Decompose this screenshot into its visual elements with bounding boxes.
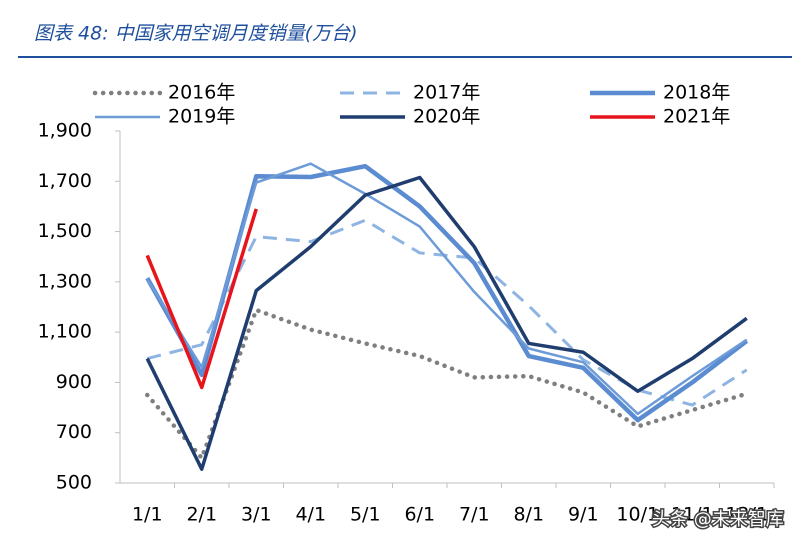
y-tick-label: 900 — [56, 371, 92, 393]
y-tick-label: 1,700 — [38, 170, 92, 192]
y-tick-label: 700 — [56, 421, 92, 443]
legend-label: 2017年 — [413, 82, 480, 104]
x-tick-label: 4/1 — [295, 504, 326, 526]
series-line — [145, 208, 258, 390]
x-tick-label: 3/1 — [241, 504, 272, 526]
watermark: 头条 @未来智库 — [652, 509, 784, 530]
legend-label: 2018年 — [663, 82, 730, 104]
series-line — [145, 163, 749, 423]
series-line — [145, 175, 748, 471]
x-tick-label: 11/1 — [671, 504, 714, 526]
x-tick-label: 5/1 — [350, 504, 381, 526]
series-line — [145, 307, 749, 461]
y-tick-label: 1,100 — [38, 321, 92, 343]
x-tick-label: 10/1 — [616, 504, 659, 526]
x-tick-label: 2/1 — [186, 504, 217, 526]
x-tick-label: 8/1 — [513, 504, 544, 526]
chart-title: 图表 48: 中国家用空调月度销量(万台) — [34, 23, 357, 45]
x-tick-label: 7/1 — [459, 504, 490, 526]
y-tick-label: 1,900 — [38, 120, 92, 142]
legend-label: 2020年 — [413, 106, 480, 128]
series-line — [146, 218, 748, 407]
legend-label: 2019年 — [168, 106, 235, 128]
legend-label: 2021年 — [663, 106, 730, 128]
y-tick-label: 500 — [56, 472, 92, 494]
x-tick-label: 6/1 — [404, 504, 435, 526]
legend-label: 2016年 — [168, 82, 235, 104]
y-tick-label: 1,300 — [38, 270, 92, 292]
x-tick-label: 9/1 — [568, 504, 599, 526]
x-tick-label: 12/1 — [725, 504, 768, 526]
y-tick-label: 1,500 — [38, 220, 92, 242]
series-line — [146, 162, 748, 416]
x-tick-label: 1/1 — [132, 504, 163, 526]
